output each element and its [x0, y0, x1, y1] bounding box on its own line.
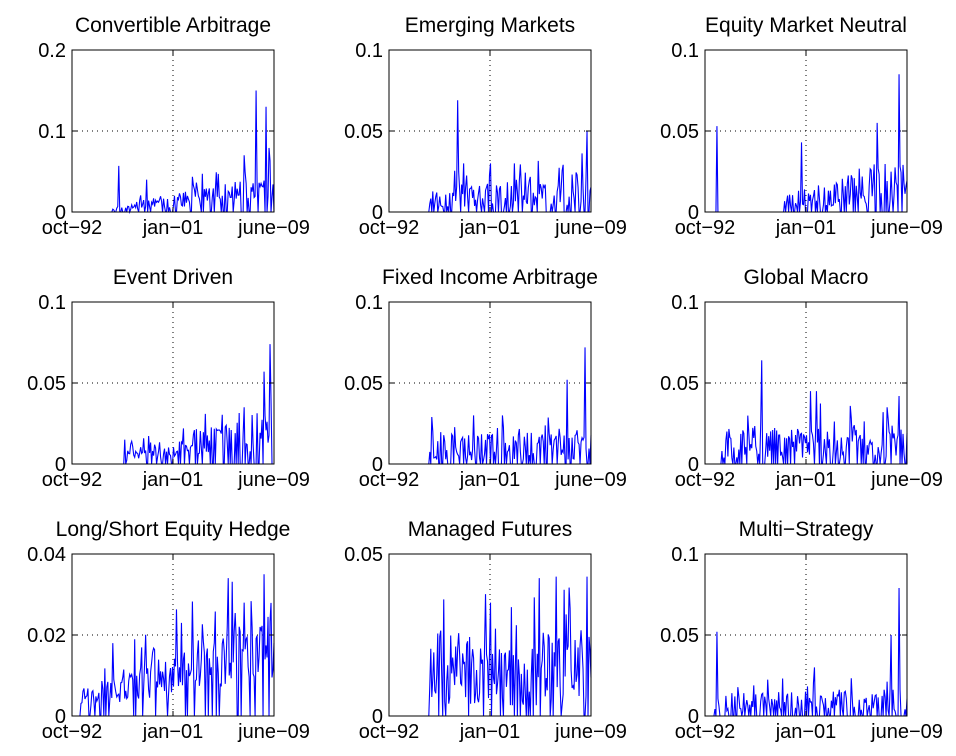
- x-tick-label: oct−92: [675, 721, 736, 743]
- subplot: Event Driven 0 0.05 0.1 oct−92 jan−01 june−09: [27, 266, 310, 491]
- subplot-title: Fixed Income Arbitrage: [382, 266, 598, 289]
- y-tick-label: 0: [688, 202, 699, 224]
- subplot: Global Macro 0 0.05 0.1 oct−92 jan−01 june−09: [660, 266, 943, 491]
- subplot-title: Multi−Strategy: [739, 518, 874, 541]
- y-tick-label: 0.2: [38, 40, 66, 62]
- x-tick-label: oct−92: [359, 217, 420, 239]
- series-line: [705, 588, 908, 717]
- y-tick-label: 0.05: [27, 373, 66, 395]
- y-tick-label: 0: [55, 202, 66, 224]
- subplot-title: Managed Futures: [408, 518, 573, 541]
- x-tick-label: oct−92: [42, 721, 103, 743]
- y-tick-label: 0.05: [344, 373, 383, 395]
- x-tick-label: oct−92: [675, 469, 736, 491]
- subplot-title: Convertible Arbitrage: [75, 14, 271, 37]
- x-tick-label: june−09: [554, 217, 627, 239]
- subplot-title: Emerging Markets: [405, 14, 575, 37]
- x-tick-label: june−09: [870, 217, 943, 239]
- y-tick-label: 0: [688, 706, 699, 728]
- subplot-title: Equity Market Neutral: [705, 14, 907, 37]
- x-tick-label: june−09: [870, 721, 943, 743]
- subplot-title: Event Driven: [113, 266, 233, 289]
- x-tick-label: oct−92: [42, 469, 103, 491]
- x-tick-label: jan−01: [459, 217, 521, 239]
- y-tick-label: 0: [688, 454, 699, 476]
- y-tick-label: 0.04: [27, 544, 66, 566]
- series-line: [72, 574, 275, 717]
- y-tick-label: 0: [55, 454, 66, 476]
- y-tick-label: 0.1: [671, 40, 699, 62]
- x-tick-label: oct−92: [359, 469, 420, 491]
- subplot-title: Long/Short Equity Hedge: [56, 518, 291, 541]
- subplot: Long/Short Equity Hedge 0 0.02 0.04 oct−92 ja…: [27, 518, 310, 743]
- x-tick-label: jan−01: [775, 469, 837, 491]
- y-tick-label: 0.1: [355, 40, 383, 62]
- subplot: Fixed Income Arbitrage 0 0.05 0.1 oct−92 jan−…: [344, 266, 627, 491]
- y-tick-label: 0: [372, 706, 383, 728]
- x-tick-label: oct−92: [42, 217, 103, 239]
- subplot-title: Global Macro: [744, 266, 869, 289]
- x-tick-label: jan−01: [459, 469, 521, 491]
- subplot: Equity Market Neutral 0 0.05 0.1 oct−92 jan−0…: [660, 14, 943, 239]
- y-tick-label: 0.1: [671, 292, 699, 314]
- x-tick-label: june−09: [237, 721, 310, 743]
- x-tick-label: june−09: [554, 469, 627, 491]
- x-tick-label: june−09: [554, 721, 627, 743]
- x-tick-label: jan−01: [775, 217, 837, 239]
- x-tick-label: oct−92: [675, 217, 736, 239]
- y-tick-label: 0.05: [660, 625, 699, 647]
- y-tick-label: 0.1: [38, 121, 66, 143]
- subplot: Managed Futures 0 0.05 oct−92 jan−01 june−09: [344, 518, 627, 743]
- x-tick-label: jan−01: [142, 721, 204, 743]
- y-tick-label: 0.05: [660, 121, 699, 143]
- y-tick-label: 0.02: [27, 625, 66, 647]
- x-tick-label: jan−01: [459, 721, 521, 743]
- y-tick-label: 0.1: [38, 292, 66, 314]
- y-tick-label: 0.05: [344, 544, 383, 566]
- y-tick-label: 0.05: [344, 121, 383, 143]
- x-tick-label: june−09: [237, 217, 310, 239]
- subplot: Emerging Markets 0 0.05 0.1 oct−92 jan−01 june…: [344, 14, 627, 239]
- y-tick-label: 0.1: [671, 544, 699, 566]
- y-tick-label: 0: [372, 202, 383, 224]
- x-tick-label: june−09: [870, 469, 943, 491]
- x-tick-label: jan−01: [142, 217, 204, 239]
- y-tick-label: 0: [55, 706, 66, 728]
- subplot: Convertible Arbitrage 0 0.1 0.2 oct−92 jan−01…: [38, 14, 310, 239]
- y-tick-label: 0.1: [355, 292, 383, 314]
- x-tick-label: jan−01: [775, 721, 837, 743]
- x-tick-label: jan−01: [142, 469, 204, 491]
- y-tick-label: 0.05: [660, 373, 699, 395]
- x-tick-label: june−09: [237, 469, 310, 491]
- x-tick-label: oct−92: [359, 721, 420, 743]
- y-tick-label: 0: [372, 454, 383, 476]
- subplot: Multi−Strategy 0 0.05 0.1 oct−92 jan−01 june−0…: [660, 518, 943, 743]
